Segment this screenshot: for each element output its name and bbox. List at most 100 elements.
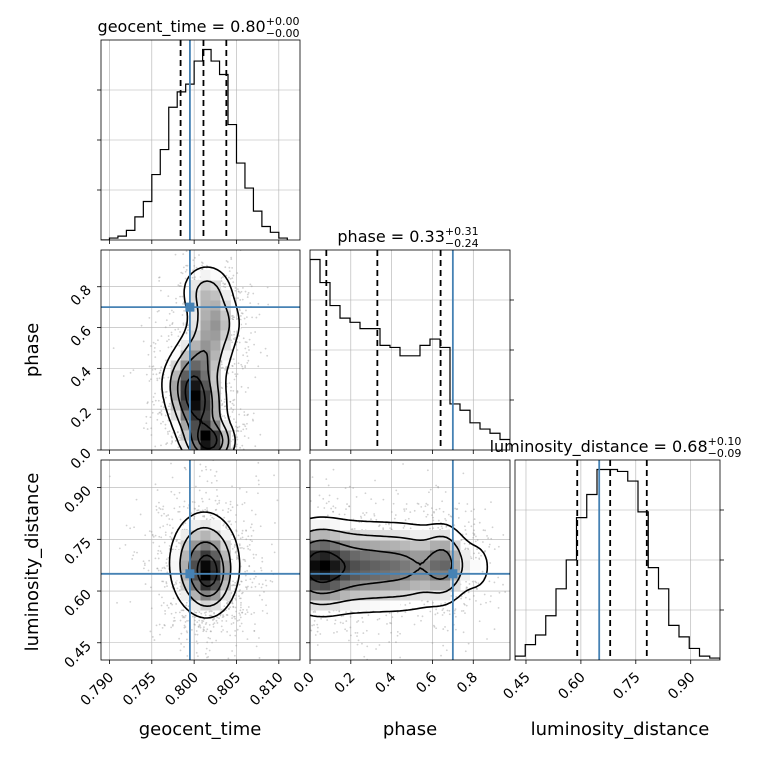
density-cell <box>320 570 331 581</box>
sample-point <box>232 404 235 407</box>
density-cell <box>380 570 391 581</box>
sample-point <box>286 546 288 548</box>
density-cell <box>360 540 371 551</box>
sample-point <box>163 586 166 588</box>
sample-point <box>475 599 477 602</box>
sample-point <box>424 505 427 508</box>
sample-point <box>199 625 201 627</box>
density-cell <box>190 360 201 371</box>
sample-point <box>345 508 347 511</box>
sample-point <box>156 489 159 491</box>
sample-point <box>465 604 468 607</box>
sample-point <box>154 483 157 486</box>
sample-point <box>300 623 302 625</box>
sample-point <box>191 500 194 503</box>
title-sup: +0.00 <box>266 15 300 28</box>
sample-point <box>196 621 199 623</box>
sample-point <box>444 517 447 520</box>
sample-point <box>282 588 284 590</box>
density-cell <box>340 530 351 541</box>
sample-point <box>287 551 289 553</box>
sample-point <box>154 356 157 358</box>
sample-point <box>206 641 209 644</box>
sample-point <box>168 430 171 433</box>
sample-point <box>236 341 239 343</box>
density-cell <box>220 580 231 591</box>
sample-point <box>273 474 275 477</box>
sample-point <box>460 597 463 600</box>
density-cell <box>410 580 421 591</box>
sample-point <box>213 611 215 614</box>
sample-point <box>158 372 161 375</box>
sample-point <box>366 645 369 648</box>
sample-point <box>274 560 276 562</box>
sample-point <box>246 638 249 641</box>
sample-point <box>157 549 160 552</box>
density-cell <box>360 590 371 601</box>
sample-point <box>237 362 240 365</box>
density-cell <box>200 400 211 411</box>
sample-point <box>258 637 260 639</box>
sample-point <box>236 556 239 559</box>
density-cell <box>210 540 221 551</box>
sample-point <box>270 463 272 465</box>
sample-point <box>204 508 207 511</box>
sample-point <box>475 535 477 538</box>
sample-point <box>197 626 200 628</box>
density-cell <box>460 560 471 571</box>
sample-point <box>375 518 378 521</box>
sample-point <box>296 510 298 512</box>
sample-point <box>235 425 237 428</box>
density-cell <box>210 370 221 381</box>
sample-point <box>343 513 346 516</box>
sample-point <box>214 475 216 477</box>
sample-point <box>145 422 148 425</box>
sample-point <box>203 467 205 469</box>
sample-point <box>148 530 151 533</box>
sample-point <box>305 551 307 553</box>
sample-point <box>305 532 307 534</box>
sample-point <box>213 479 215 481</box>
sample-point <box>316 644 319 646</box>
sample-point <box>444 601 447 604</box>
sample-point <box>179 331 181 333</box>
sample-point <box>273 551 276 554</box>
sample-point <box>286 605 288 607</box>
sample-point <box>185 630 188 633</box>
density-cell <box>200 280 211 291</box>
sample-point <box>287 503 289 505</box>
sample-point <box>417 503 420 505</box>
sample-point <box>253 611 256 614</box>
sample-point <box>243 558 246 561</box>
sample-point <box>217 473 219 475</box>
sample-point <box>223 283 226 286</box>
sample-point <box>445 649 448 652</box>
density-cell <box>180 400 192 411</box>
sample-point <box>167 419 170 422</box>
sample-point <box>198 475 201 478</box>
sample-point <box>470 557 473 560</box>
sample-point <box>259 351 262 354</box>
sample-point <box>159 289 162 292</box>
sample-point <box>456 508 459 510</box>
sample-point <box>396 634 399 637</box>
sample-point <box>236 373 239 376</box>
sample-point <box>184 626 187 628</box>
sample-point <box>194 623 196 626</box>
sample-point <box>440 603 442 605</box>
sample-point <box>378 644 381 646</box>
sample-point <box>246 293 249 296</box>
sample-point <box>346 630 348 632</box>
sample-point <box>268 503 270 505</box>
sample-point <box>285 587 287 589</box>
pair-geocent_time-phase-content <box>101 250 300 481</box>
sample-point <box>242 608 245 611</box>
sample-point <box>230 454 232 456</box>
sample-point <box>393 517 396 520</box>
sample-point <box>206 461 208 463</box>
sample-point <box>295 652 297 654</box>
sample-point <box>147 569 150 572</box>
sample-point <box>214 628 216 630</box>
sample-point <box>301 581 303 583</box>
sample-point <box>244 574 247 577</box>
